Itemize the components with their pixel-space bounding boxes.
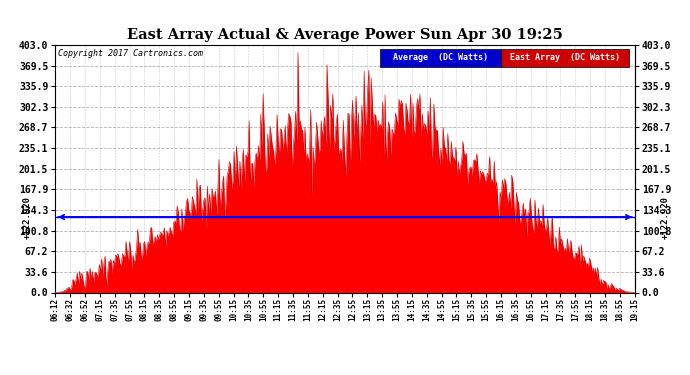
Text: Copyright 2017 Cartronics.com: Copyright 2017 Cartronics.com — [58, 49, 203, 58]
Text: Average  (DC Watts): Average (DC Watts) — [393, 53, 488, 62]
FancyBboxPatch shape — [380, 49, 502, 67]
Text: +122.920: +122.920 — [660, 195, 669, 238]
Text: +122.920: +122.920 — [23, 195, 32, 238]
Text: East Array  (DC Watts): East Array (DC Watts) — [510, 53, 620, 62]
Title: East Array Actual & Average Power Sun Apr 30 19:25: East Array Actual & Average Power Sun Ap… — [127, 28, 563, 42]
FancyBboxPatch shape — [502, 49, 629, 67]
